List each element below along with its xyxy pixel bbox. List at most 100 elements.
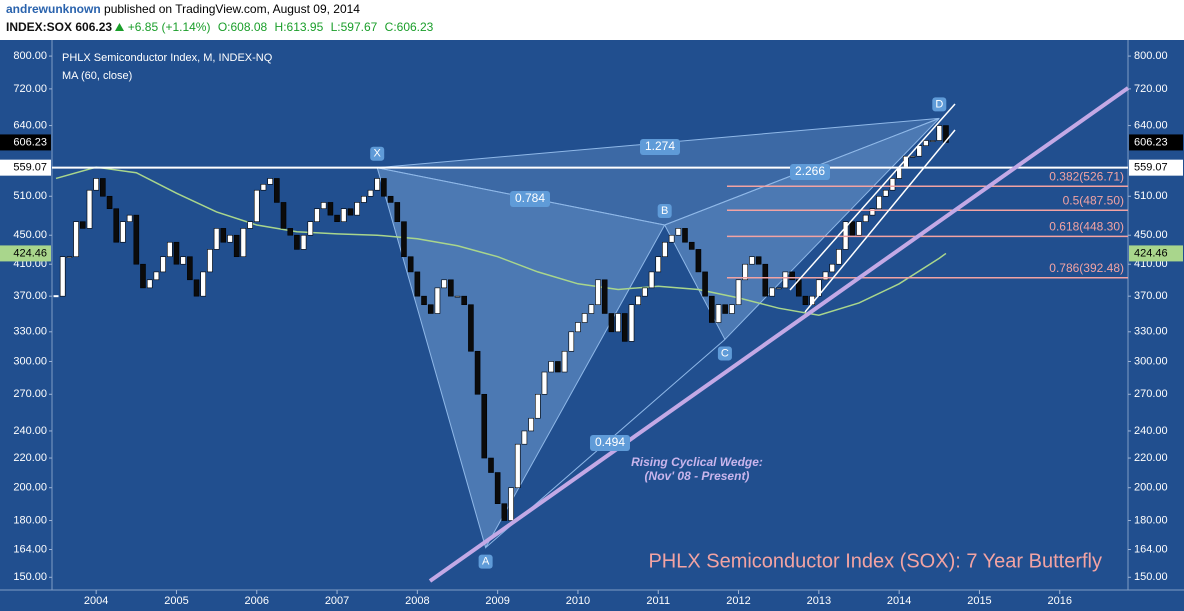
point-box	[657, 204, 672, 219]
candle	[822, 271, 829, 281]
candle	[320, 202, 327, 210]
candle	[695, 249, 702, 273]
channel-line	[789, 103, 956, 291]
author: andrewunknown	[6, 2, 101, 16]
candle	[635, 295, 641, 306]
candle	[642, 287, 648, 297]
candle	[334, 214, 340, 222]
x-tick-label: 2005	[164, 595, 188, 607]
x-tick-label: 2015	[967, 595, 991, 607]
candle	[300, 234, 307, 250]
x-tick-label: 2014	[887, 595, 911, 607]
candle	[715, 304, 722, 323]
y-tick-label: 640.00	[13, 119, 47, 131]
price-badge-label: 606.23	[1134, 136, 1168, 148]
price-badge-label: 424.46	[13, 247, 47, 259]
candle	[521, 430, 528, 445]
candle	[943, 125, 949, 143]
up-arrow	[115, 23, 125, 31]
candle	[709, 295, 715, 323]
price-badge	[0, 245, 51, 262]
candle	[782, 271, 789, 289]
last: 606.23	[75, 20, 113, 34]
candle	[494, 472, 501, 504]
candle	[481, 393, 488, 459]
y-tick-label: 450.00	[1134, 229, 1168, 241]
price-badge	[0, 134, 51, 151]
candle	[662, 241, 668, 258]
header: andrewunknown published on TradingView.c…	[6, 0, 1176, 40]
candle	[146, 279, 153, 289]
candle	[153, 271, 160, 281]
price-badge-label: 606.23	[13, 136, 47, 148]
candle	[735, 279, 742, 306]
x-tick-label: 2008	[405, 595, 429, 607]
price-badge	[1129, 245, 1183, 262]
candle	[160, 256, 166, 273]
y-tick-label: 220.00	[13, 452, 47, 464]
candle	[836, 249, 842, 265]
x-tick-label: 2016	[1048, 595, 1072, 607]
y-tick-label: 640.00	[1134, 119, 1168, 131]
high: H:613.95	[274, 20, 324, 34]
candle	[347, 208, 354, 216]
x-tick-label: 2009	[485, 595, 509, 607]
candle	[120, 221, 126, 243]
point-label: X	[374, 148, 382, 160]
candle	[200, 271, 207, 297]
candle	[514, 443, 521, 489]
candle	[755, 256, 762, 265]
point-box	[932, 97, 947, 112]
candle	[367, 189, 374, 197]
candle	[314, 208, 320, 222]
y-tick-label: 200.00	[13, 482, 47, 494]
price-badge-label: 424.46	[1134, 247, 1168, 259]
candle	[655, 256, 662, 273]
candle	[441, 279, 447, 289]
candle	[535, 393, 541, 419]
y-tick-label: 220.00	[1134, 452, 1168, 464]
candle	[688, 241, 695, 250]
candle	[106, 195, 113, 210]
x-tick-label: 2004	[84, 595, 108, 607]
y-tick-label: 270.00	[13, 388, 47, 400]
legend-entry: MA (60, close)	[62, 70, 132, 82]
candle	[66, 256, 73, 259]
open: O:608.08	[217, 20, 268, 34]
candle	[374, 178, 381, 191]
candle	[929, 140, 936, 142]
candle	[749, 256, 755, 265]
y-tick-label: 450.00	[13, 229, 47, 241]
candle	[227, 234, 233, 243]
point-label: D	[935, 98, 943, 110]
point-label: A	[482, 556, 490, 568]
ratio-label: 0.494	[595, 435, 625, 449]
point-label: C	[721, 347, 729, 359]
ratio-box	[640, 139, 680, 155]
x-tick-label: 2006	[245, 595, 269, 607]
candle	[575, 322, 581, 333]
candle	[461, 295, 467, 306]
fib-label: 0.5(487.50)	[1063, 193, 1124, 207]
point-box	[370, 146, 385, 161]
candle	[474, 350, 481, 395]
y-tick-label: 240.00	[13, 425, 47, 437]
candle	[555, 361, 561, 373]
candle	[414, 271, 421, 297]
candle	[166, 241, 173, 258]
candle	[608, 313, 615, 333]
fib-label: 0.382(526.71)	[1049, 169, 1124, 183]
annotation: PHLX Semiconductor Index (SOX): 7 Year B…	[648, 550, 1102, 572]
candle	[280, 202, 287, 229]
ratio-box	[510, 191, 550, 207]
price-badge	[1129, 159, 1183, 176]
candle	[601, 279, 608, 314]
y-tick-label: 330.00	[13, 326, 47, 338]
candle	[387, 195, 394, 203]
candle	[448, 279, 454, 297]
candle	[882, 189, 889, 197]
wedge-line	[428, 86, 1130, 583]
candle	[488, 457, 494, 473]
candle	[621, 313, 628, 342]
y-tick-label: 180.00	[1134, 514, 1168, 526]
